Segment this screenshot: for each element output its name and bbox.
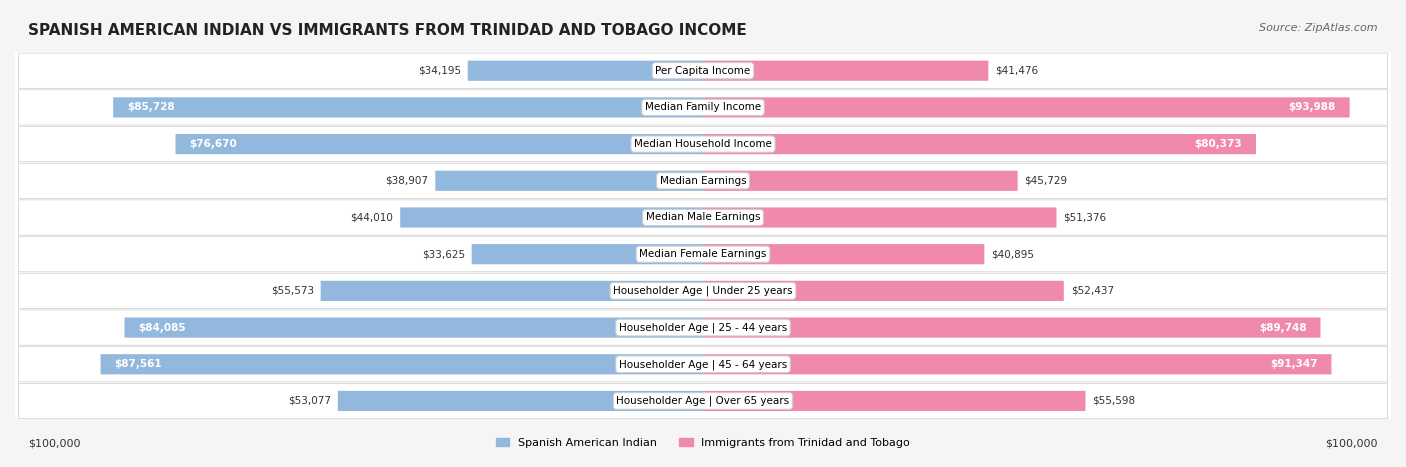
Text: $93,988: $93,988 [1289, 102, 1336, 113]
Text: $80,373: $80,373 [1195, 139, 1243, 149]
FancyBboxPatch shape [15, 382, 1391, 420]
FancyBboxPatch shape [15, 52, 1391, 89]
Text: Source: ZipAtlas.com: Source: ZipAtlas.com [1260, 23, 1378, 33]
Text: Median Household Income: Median Household Income [634, 139, 772, 149]
FancyBboxPatch shape [703, 318, 1320, 338]
Text: $33,625: $33,625 [422, 249, 465, 259]
FancyBboxPatch shape [471, 244, 703, 264]
Text: Median Female Earnings: Median Female Earnings [640, 249, 766, 259]
Text: $52,437: $52,437 [1070, 286, 1114, 296]
FancyBboxPatch shape [703, 171, 1018, 191]
Text: $51,376: $51,376 [1063, 212, 1107, 222]
FancyBboxPatch shape [337, 391, 703, 411]
FancyBboxPatch shape [436, 171, 703, 191]
FancyBboxPatch shape [703, 244, 984, 264]
FancyBboxPatch shape [125, 318, 703, 338]
Text: Per Capita Income: Per Capita Income [655, 66, 751, 76]
Text: $40,895: $40,895 [991, 249, 1035, 259]
Text: Householder Age | Over 65 years: Householder Age | Over 65 years [616, 396, 790, 406]
FancyBboxPatch shape [15, 346, 1391, 383]
Text: Householder Age | 25 - 44 years: Householder Age | 25 - 44 years [619, 322, 787, 333]
FancyBboxPatch shape [176, 134, 703, 154]
FancyBboxPatch shape [703, 354, 1331, 375]
Text: $44,010: $44,010 [350, 212, 394, 222]
Text: $84,085: $84,085 [138, 323, 186, 333]
FancyBboxPatch shape [15, 309, 1391, 347]
Text: $41,476: $41,476 [995, 66, 1039, 76]
Text: Median Earnings: Median Earnings [659, 176, 747, 186]
FancyBboxPatch shape [15, 125, 1391, 163]
Text: $100,000: $100,000 [28, 439, 80, 448]
FancyBboxPatch shape [321, 281, 703, 301]
FancyBboxPatch shape [114, 97, 703, 118]
Text: Median Male Earnings: Median Male Earnings [645, 212, 761, 222]
FancyBboxPatch shape [15, 235, 1391, 273]
Text: $85,728: $85,728 [127, 102, 174, 113]
Text: $91,347: $91,347 [1270, 359, 1317, 369]
Text: $55,598: $55,598 [1092, 396, 1136, 406]
FancyBboxPatch shape [468, 61, 703, 81]
FancyBboxPatch shape [15, 199, 1391, 236]
FancyBboxPatch shape [703, 207, 1056, 227]
FancyBboxPatch shape [101, 354, 703, 375]
FancyBboxPatch shape [703, 281, 1064, 301]
Legend: Spanish American Indian, Immigrants from Trinidad and Tobago: Spanish American Indian, Immigrants from… [491, 433, 915, 452]
FancyBboxPatch shape [703, 97, 1350, 118]
Text: $55,573: $55,573 [270, 286, 314, 296]
FancyBboxPatch shape [703, 134, 1256, 154]
FancyBboxPatch shape [15, 89, 1391, 126]
Text: Householder Age | 45 - 64 years: Householder Age | 45 - 64 years [619, 359, 787, 369]
Text: $45,729: $45,729 [1025, 176, 1067, 186]
Text: $87,561: $87,561 [114, 359, 162, 369]
Text: $38,907: $38,907 [385, 176, 429, 186]
FancyBboxPatch shape [703, 61, 988, 81]
FancyBboxPatch shape [15, 162, 1391, 199]
FancyBboxPatch shape [15, 272, 1391, 310]
Text: $76,670: $76,670 [190, 139, 238, 149]
FancyBboxPatch shape [703, 391, 1085, 411]
Text: $53,077: $53,077 [288, 396, 330, 406]
Text: SPANISH AMERICAN INDIAN VS IMMIGRANTS FROM TRINIDAD AND TOBAGO INCOME: SPANISH AMERICAN INDIAN VS IMMIGRANTS FR… [28, 23, 747, 38]
Text: Median Family Income: Median Family Income [645, 102, 761, 113]
FancyBboxPatch shape [401, 207, 703, 227]
Text: $100,000: $100,000 [1326, 439, 1378, 448]
Text: $34,195: $34,195 [418, 66, 461, 76]
Text: $89,748: $89,748 [1260, 323, 1306, 333]
Text: Householder Age | Under 25 years: Householder Age | Under 25 years [613, 286, 793, 296]
